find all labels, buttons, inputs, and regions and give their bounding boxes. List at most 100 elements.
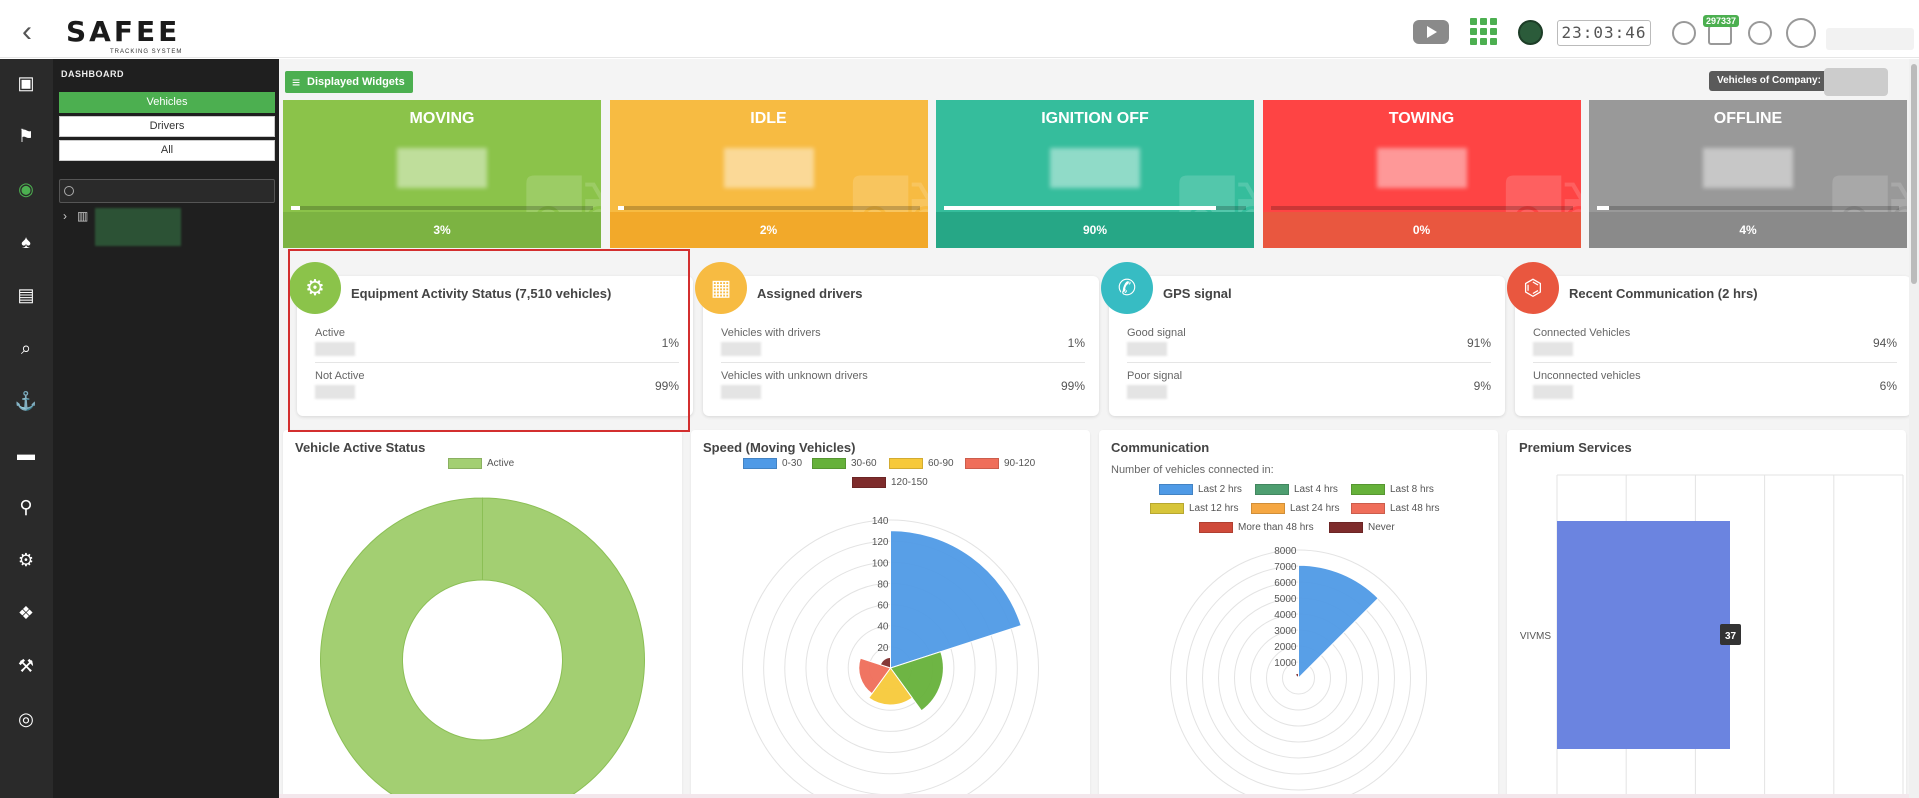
polar-tick-label: 40 xyxy=(877,622,889,633)
status-tile-towing[interactable]: TOWING ⛟ 0% xyxy=(1262,100,1581,248)
panel-subtitle: Number of vehicles connected in: xyxy=(1111,464,1274,476)
legend-item[interactable]: Last 24 hrs xyxy=(1251,503,1339,515)
legend-swatch xyxy=(1159,484,1193,495)
legend-item[interactable]: Never xyxy=(1329,522,1395,534)
legend-item[interactable]: Last 2 hrs xyxy=(1159,484,1242,496)
card-row: Not Active 99% xyxy=(315,370,679,406)
polar-tick-label: 1000 xyxy=(1274,658,1297,669)
legend-item[interactable]: 90-120 xyxy=(965,458,1035,470)
communication-polar-chart: 1000 2000 3000 4000 5000 6000 7000 8000 xyxy=(1170,546,1427,798)
status-tile-idle[interactable]: IDLE ⛟ 2% xyxy=(609,100,928,248)
row-percent: 91% xyxy=(1466,336,1491,350)
company-selector-redacted[interactable] xyxy=(1824,68,1888,96)
user-name-redacted[interactable] xyxy=(1826,28,1914,50)
legend-item[interactable]: Last 48 hrs xyxy=(1351,503,1439,515)
card-row: Active 1% xyxy=(315,327,679,363)
polar-slice-90-120[interactable] xyxy=(858,657,892,695)
legend-item[interactable]: Last 12 hrs xyxy=(1150,503,1238,515)
back-chevron-icon[interactable]: ‹ xyxy=(22,15,32,48)
user-avatar-icon[interactable] xyxy=(1786,18,1816,48)
scrollbar-thumb[interactable] xyxy=(1911,64,1917,284)
bar-value-badge xyxy=(1720,624,1741,645)
tree-node-redacted[interactable] xyxy=(95,208,181,246)
card-title: Assigned drivers xyxy=(757,286,863,301)
legend-item[interactable]: More than 48 hrs xyxy=(1199,522,1314,534)
route-icon[interactable]: ⚑ xyxy=(17,126,35,146)
polar-grid-ring xyxy=(1170,549,1427,798)
bar-vivms[interactable] xyxy=(1557,521,1730,749)
row-count-redacted xyxy=(1127,385,1167,399)
status-tile-offline[interactable]: OFFLINE ⛟ 4% xyxy=(1589,100,1907,248)
satellite-dish-icon: ✆ xyxy=(1101,262,1153,314)
settings-cogs-icon[interactable]: ⚙ xyxy=(17,550,35,570)
premium-services-bar-chart: VIVMS 37 xyxy=(1520,474,1904,798)
polar-tick-label: 100 xyxy=(872,558,889,569)
legend-item[interactable]: 30-60 xyxy=(812,458,877,470)
row-label: Unconnected vehicles xyxy=(1533,370,1641,382)
legend-item[interactable]: 120-150 xyxy=(852,477,928,489)
polar-tick-label: 8000 xyxy=(1274,546,1297,557)
card-row: Vehicles with unknown drivers 99% xyxy=(721,370,1085,406)
clock-display: 23:03:46 xyxy=(1557,20,1651,46)
monitor-pin-icon[interactable]: ▣ xyxy=(17,73,35,93)
polar-slice-0-30[interactable] xyxy=(890,530,1022,669)
displayed-widgets-button[interactable]: Displayed Widgets xyxy=(285,71,413,93)
search-icon[interactable]: ⌕ xyxy=(20,338,32,358)
anchor-icon[interactable]: ⚓ xyxy=(14,391,38,411)
target-icon[interactable]: ◎ xyxy=(18,709,34,729)
safee-logo: SAFEE TRACKING SYSTEM xyxy=(66,18,186,56)
speed-polar-chart: 20 40 60 80 100 120 140 xyxy=(742,516,1039,798)
polar-slice-60-90[interactable] xyxy=(868,667,913,706)
legend-swatch xyxy=(852,477,886,488)
gamepad-icon[interactable]: ▬ xyxy=(17,444,35,464)
legend-item[interactable]: 60-90 xyxy=(889,458,954,470)
scrollbar[interactable] xyxy=(1909,59,1919,798)
legend-item[interactable]: 0-30 xyxy=(743,458,802,470)
youtube-play-icon[interactable] xyxy=(1413,20,1449,44)
status-tile-ignition-off[interactable]: IGNITION OFF ⛟ 90% xyxy=(936,100,1254,248)
driver-avatar-icon[interactable] xyxy=(1518,20,1543,45)
tile-percent: 2% xyxy=(609,212,928,248)
dashboard-gauge-icon[interactable]: ◉ xyxy=(18,179,34,199)
map-pin-icon[interactable]: ⚲ xyxy=(19,497,33,517)
alarm-bell-icon[interactable]: ♠ xyxy=(21,232,31,252)
polar-slice-120-150[interactable] xyxy=(879,656,891,669)
legend-label: 0-30 xyxy=(782,458,803,469)
polar-slice-never[interactable] xyxy=(1294,672,1299,680)
legend-item[interactable]: Last 8 hrs xyxy=(1351,484,1434,496)
tile-percent: 0% xyxy=(1262,212,1581,248)
status-tile-moving[interactable]: MOVING ⛟ 3% xyxy=(283,100,601,248)
hammer-icon[interactable]: ⚒ xyxy=(17,656,35,676)
polar-slice-last-2-hrs[interactable] xyxy=(1298,564,1379,680)
tile-progress-fill xyxy=(1597,206,1610,210)
polar-tick-label: 120 xyxy=(872,537,889,548)
clipboard-icon[interactable]: ▤ xyxy=(17,285,35,305)
tile-progress-track xyxy=(291,206,593,210)
card-divider xyxy=(1127,362,1491,363)
globe-icon[interactable] xyxy=(1748,21,1772,45)
dashboard-main: Displayed Widgets Vehicles of Company: M… xyxy=(279,59,1911,798)
row-percent: 9% xyxy=(1473,379,1491,393)
segment-drivers[interactable]: Drivers xyxy=(59,116,275,137)
legend-swatch xyxy=(1150,503,1184,514)
tree-expand-chevron-icon[interactable]: › ▥ xyxy=(63,209,89,223)
tile-progress-fill xyxy=(944,206,1216,210)
segment-vehicles[interactable]: Vehicles xyxy=(59,92,275,113)
tree-search-input[interactable] xyxy=(59,179,275,203)
segment-all[interactable]: All xyxy=(59,140,275,161)
polar-slice-30-60[interactable] xyxy=(889,651,944,712)
legend-label: Last 8 hrs xyxy=(1390,484,1434,495)
bottom-edge xyxy=(279,794,1909,798)
legend-label: 60-90 xyxy=(928,458,954,469)
fingerprint-icon[interactable] xyxy=(1672,21,1696,45)
donut-slice-active[interactable] xyxy=(319,497,645,798)
packages-icon[interactable]: ❖ xyxy=(17,603,35,623)
tile-progress-fill xyxy=(617,206,624,210)
vehicles-of-company-label: Vehicles of Company: xyxy=(1709,71,1849,91)
legend-label: Last 4 hrs xyxy=(1294,484,1338,495)
legend-item[interactable]: Active xyxy=(448,458,514,470)
apps-grid-icon[interactable] xyxy=(1470,18,1497,45)
notification-badge: 297337 xyxy=(1703,15,1740,27)
legend-item[interactable]: Last 4 hrs xyxy=(1255,484,1338,496)
driver-card-icon: ▦ xyxy=(695,262,747,314)
